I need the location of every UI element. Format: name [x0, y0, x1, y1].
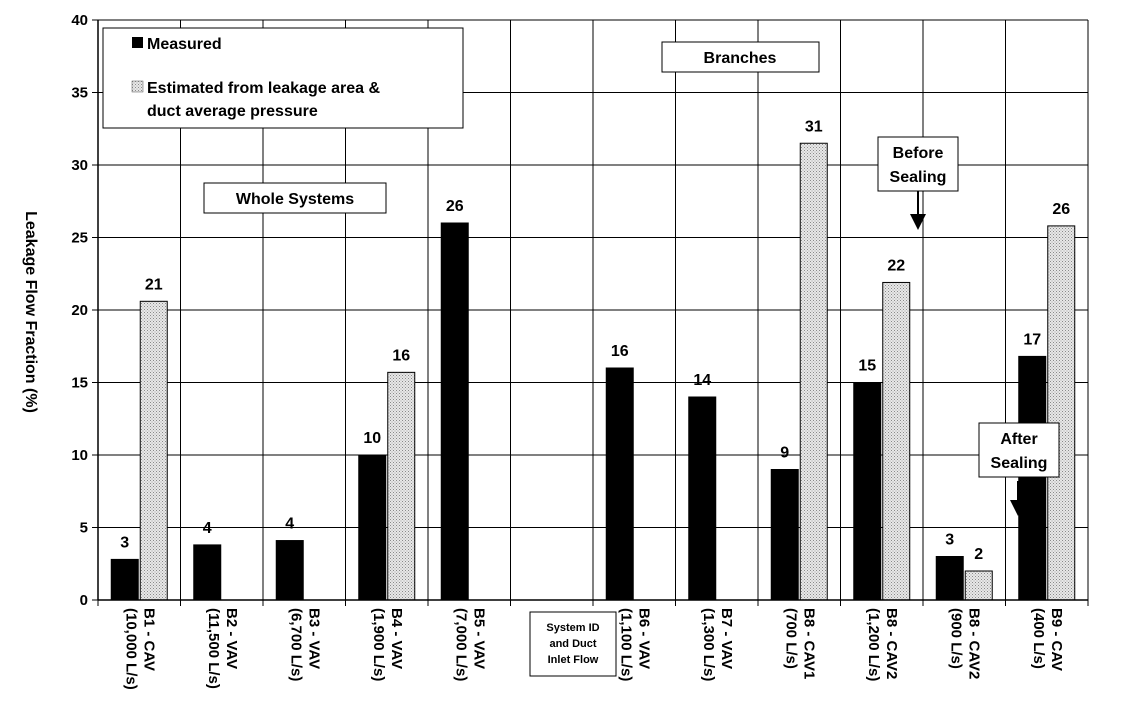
- x-category-label-flow: (400 L/s): [1030, 608, 1047, 669]
- x-category-label-flow: (1,300 L/s): [700, 608, 717, 681]
- bar-measured: [440, 222, 469, 601]
- axes: 0 5 10 15 20 25 30 35 40 (10,000 L/s) B1 - CAV (11,…: [71, 12, 1089, 690]
- after-sealing-annotation: After Sealing: [978, 422, 1060, 516]
- value-label-measured: 14: [693, 372, 711, 389]
- value-label-measured: 3: [120, 534, 129, 551]
- value-label-measured: 10: [363, 430, 381, 447]
- value-label-estimated: 26: [1052, 201, 1070, 218]
- bar-measured: [110, 558, 139, 601]
- x-category-label-flow: (10,000 L/s): [122, 608, 139, 690]
- system-id-line1: System ID: [546, 622, 599, 634]
- whole-systems-box: Whole Systems: [203, 182, 387, 214]
- branches-label: Branches: [704, 50, 777, 67]
- x-category-label-id: B4 - VAV: [388, 608, 405, 669]
- x-category-label-id: B8 - CAV1: [800, 608, 817, 679]
- bar-estimated: [139, 300, 168, 601]
- bar-estimated: [387, 371, 416, 601]
- x-category-label-flow: (7,000 L/s): [452, 608, 469, 681]
- before-sealing-line1: Before: [893, 145, 944, 162]
- bar-measured: [1018, 355, 1047, 601]
- y-tick-label: 20: [71, 302, 88, 319]
- x-category-label-flow: (1,200 L/s): [865, 608, 882, 681]
- y-tick-label: 30: [71, 157, 88, 174]
- y-tick-label: 15: [71, 375, 88, 392]
- x-category-label-id: B8 - CAV2: [883, 608, 900, 679]
- y-tick-label: 40: [71, 12, 88, 29]
- y-tick-label: 10: [71, 447, 88, 464]
- legend-label-estimated-line2: duct average pressure: [147, 103, 318, 120]
- legend-label-measured: Measured: [147, 36, 222, 53]
- bar-estimated: [1047, 225, 1076, 601]
- x-category-label-id: B9 - CAV: [1048, 608, 1065, 671]
- after-sealing-line1: After: [1000, 431, 1037, 448]
- value-label-measured: 9: [780, 445, 789, 462]
- y-tick-label: 5: [80, 520, 88, 537]
- system-id-box: System ID and Duct Inlet Flow: [529, 611, 617, 677]
- bar-measured: [853, 382, 882, 601]
- x-category-label-id: B6 - VAV: [635, 608, 652, 669]
- x-category-label-flow: (900 L/s): [947, 608, 964, 669]
- bar-measured: [275, 540, 304, 601]
- x-category-label-id: B7 - VAV: [718, 608, 735, 669]
- value-label-measured: 16: [611, 343, 629, 360]
- value-label-measured: 26: [446, 198, 464, 215]
- system-id-line2: and Duct: [549, 638, 596, 650]
- bar-measured: [193, 544, 222, 601]
- branches-box: Branches: [661, 41, 820, 73]
- value-label-measured: 4: [285, 516, 294, 533]
- before-sealing-line2: Sealing: [890, 169, 947, 186]
- legend: Measured Estimated from leakage area & d…: [102, 27, 464, 129]
- value-label-measured: 15: [858, 358, 876, 375]
- legend-swatch-estimated: [131, 80, 144, 93]
- x-category-label-id: B2 - VAV: [223, 608, 240, 669]
- legend-label-estimated-line1: Estimated from leakage area &: [147, 80, 380, 97]
- y-tick-label: 0: [80, 592, 88, 609]
- legend-swatch-measured: [132, 37, 143, 48]
- bar-measured: [770, 469, 799, 601]
- value-label-estimated: 21: [145, 276, 163, 293]
- y-tick-label: 35: [71, 85, 88, 102]
- whole-systems-label: Whole Systems: [236, 191, 354, 208]
- value-label-estimated: 31: [805, 118, 823, 135]
- bar-measured: [358, 454, 387, 601]
- value-label-estimated: 22: [887, 257, 905, 274]
- x-category-label-flow: (1,100 L/s): [617, 608, 634, 681]
- x-category-label-id: B8 - CAV2: [965, 608, 982, 679]
- y-axis-label: Leakage Flow Fraction (%): [22, 211, 39, 413]
- value-label-estimated: 2: [974, 546, 983, 563]
- system-id-line3: Inlet Flow: [548, 654, 599, 666]
- bar-measured: [935, 556, 964, 601]
- after-sealing-line2: Sealing: [991, 455, 1048, 472]
- x-category-label-flow: (700 L/s): [782, 608, 799, 669]
- before-sealing-annotation: Before Sealing: [877, 136, 959, 230]
- bar-estimated: [799, 142, 828, 601]
- x-category-label-flow: (1,900 L/s): [370, 608, 387, 681]
- value-label-measured: 17: [1023, 331, 1041, 348]
- bar-estimated: [964, 570, 993, 601]
- bar-measured: [688, 396, 717, 601]
- y-tick-label: 25: [71, 230, 88, 247]
- bar-estimated: [882, 281, 911, 601]
- bar-measured: [605, 367, 634, 601]
- x-category-label-flow: (6,700 L/s): [287, 608, 304, 681]
- x-category-label-id: B5 - VAV: [470, 608, 487, 669]
- value-label-estimated: 16: [392, 347, 410, 364]
- x-category-label-id: B1 - CAV: [140, 608, 157, 671]
- value-label-measured: 3: [945, 532, 954, 549]
- value-label-measured: 4: [203, 520, 212, 537]
- x-category-label-id: B3 - VAV: [305, 608, 322, 669]
- x-category-label-flow: (11,500 L/s): [205, 608, 222, 689]
